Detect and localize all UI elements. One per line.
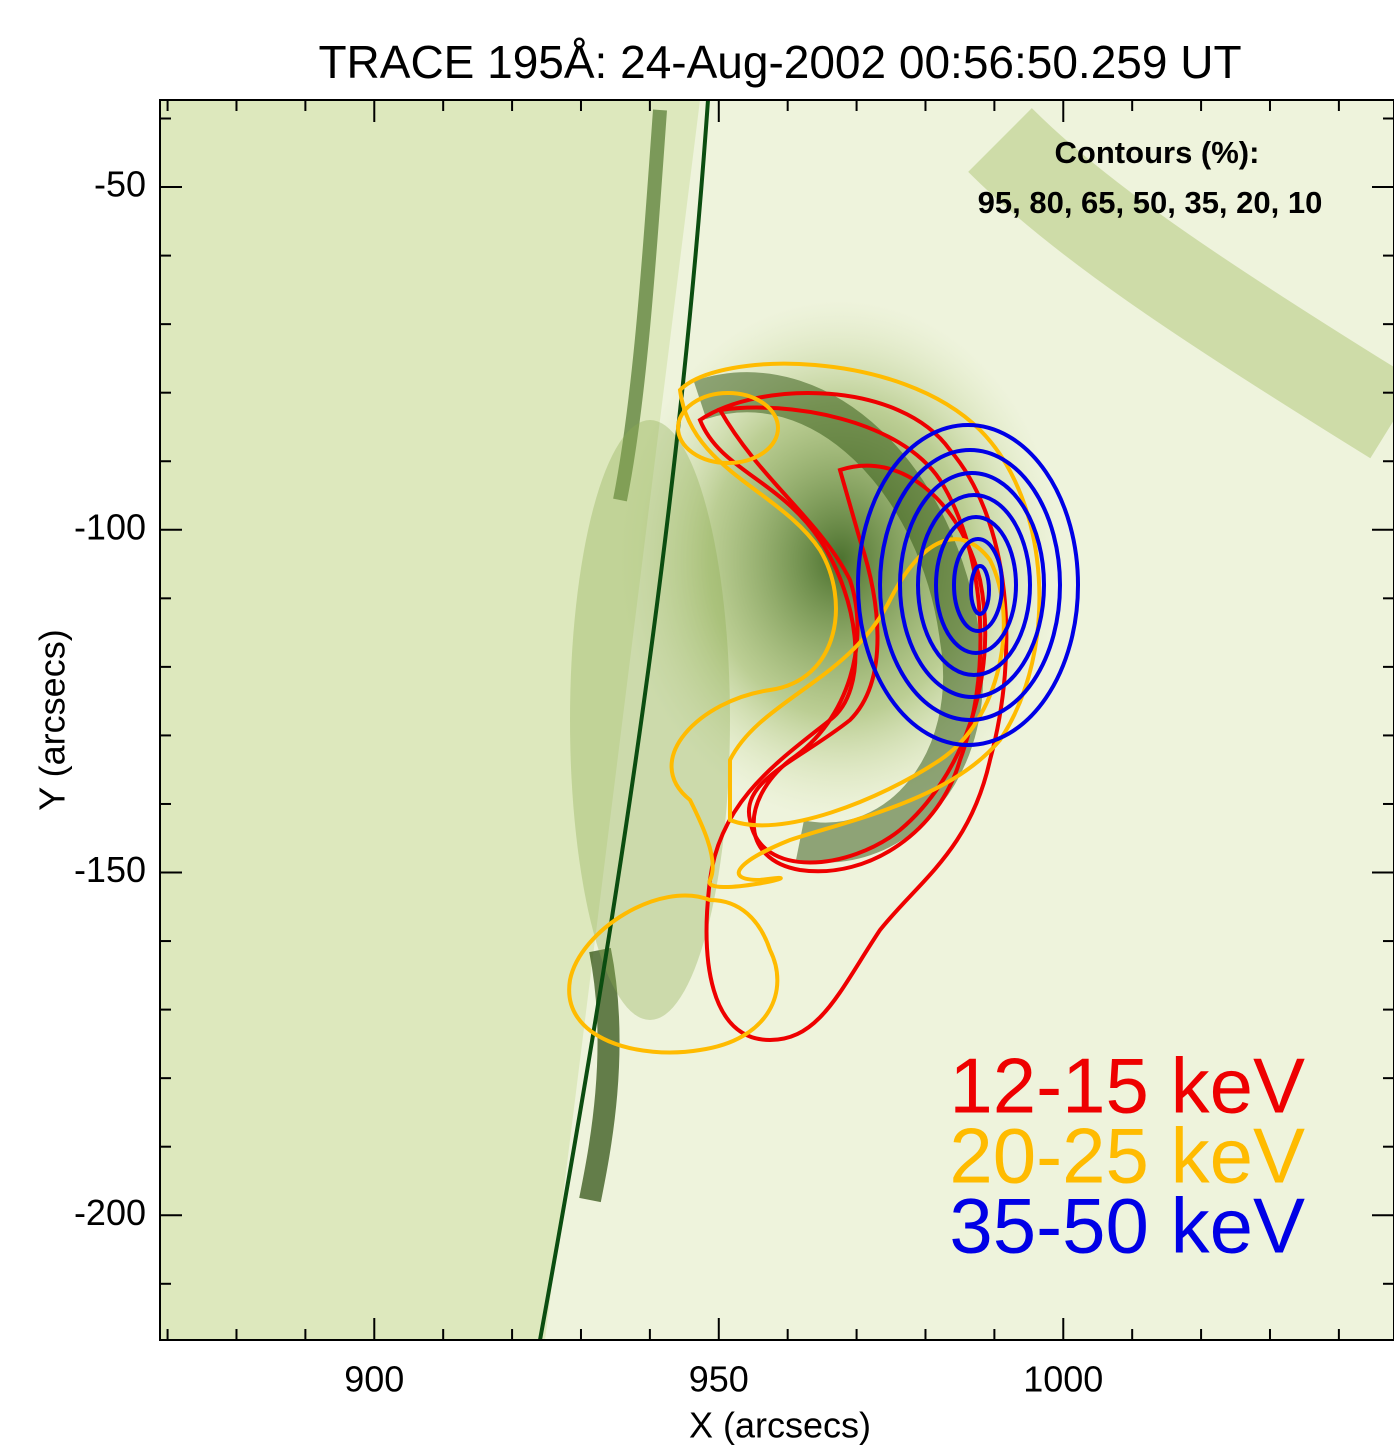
legend-entry: 35-50 keV <box>949 1182 1305 1270</box>
x-tick-label: 950 <box>689 1359 749 1400</box>
y-axis-label: Y (arcsecs) <box>32 629 73 810</box>
x-axis-label: X (arcsecs) <box>689 1405 871 1446</box>
legend-entry: 12-15 keV <box>949 1042 1305 1130</box>
legend-entry: 20-25 keV <box>949 1112 1305 1200</box>
x-tick-label: 1000 <box>1023 1359 1103 1400</box>
y-tick-label: -150 <box>74 849 146 890</box>
chart-title: TRACE 195Å: 24-Aug-2002 00:56:50.259 UT <box>318 36 1241 88</box>
annotation: Contours (%): <box>1055 135 1260 170</box>
plot-frame <box>159 99 1394 1341</box>
y-tick-label: -50 <box>94 164 146 205</box>
image <box>160 100 1394 1340</box>
annotation: 95, 80, 65, 50, 35, 20, 10 <box>978 185 1323 220</box>
x-tick-label: 900 <box>344 1359 404 1400</box>
y-tick-label: -100 <box>74 506 146 547</box>
y-tick-label: -200 <box>74 1192 146 1233</box>
